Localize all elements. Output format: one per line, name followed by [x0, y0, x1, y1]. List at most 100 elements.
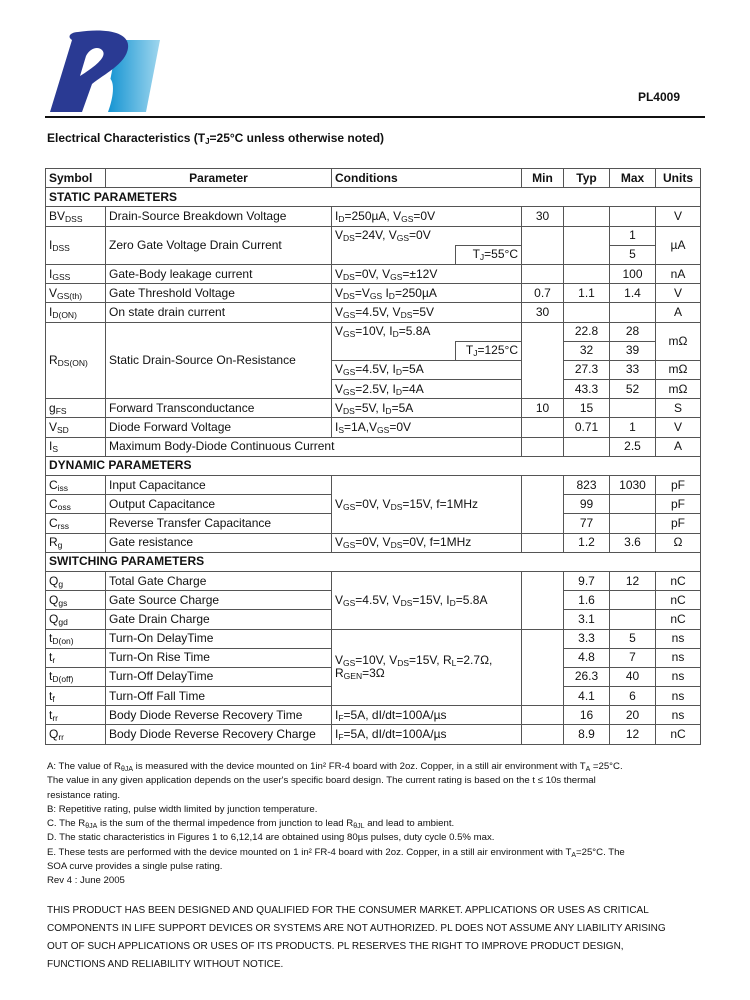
units-cell: Ω — [655, 532, 701, 553]
section-title: Electrical Characteristics (TJ=25°C unle… — [47, 131, 385, 146]
max-cell: 100 — [609, 263, 656, 285]
min-cell: 10 — [521, 398, 564, 419]
subscript-text: DS — [400, 309, 413, 320]
text-segment: T — [465, 343, 474, 358]
text-segment: I — [335, 420, 339, 435]
symbol-cell: RDS(ON) — [45, 321, 106, 400]
units-cell: ns — [655, 686, 701, 707]
min-cell — [521, 532, 564, 553]
table-row: tf Turn-Off Fall Time 4.1 6 ns — [45, 686, 701, 707]
conditions-cell: ID=250µA, VGS=0V — [331, 206, 522, 227]
min-cell — [521, 417, 564, 438]
text-segment: Q — [49, 727, 59, 742]
text-segment: =0V — [409, 228, 431, 243]
subscript-text: D(off) — [52, 674, 74, 685]
units-cell: µA — [655, 225, 701, 265]
units-cell: V — [655, 417, 701, 438]
text-segment: =0V — [413, 208, 436, 223]
typ-cell: 16 — [563, 705, 610, 726]
note-a: A: The value of RθJA is measured with th… — [47, 760, 707, 774]
parameter-cell: Turn-Off DelayTime — [105, 666, 332, 688]
subscript-text: DSS — [65, 213, 83, 224]
symbol-cell: tD(off) — [45, 666, 106, 688]
subscript-text: L — [451, 658, 457, 669]
units-cell: ns — [655, 666, 701, 688]
units-cell: S — [655, 398, 701, 419]
header-min: Min — [521, 167, 564, 189]
parameter-cell: Turn-On Rise Time — [105, 647, 332, 668]
subscript-text: GS — [343, 309, 356, 320]
typ-cell: 43.3 — [563, 379, 610, 400]
text-segment: =4A — [402, 381, 424, 396]
section-static: STATIC PARAMETERS — [45, 187, 701, 208]
subscript-text: A — [585, 766, 591, 773]
text-segment: I — [335, 208, 339, 223]
typ-cell — [563, 206, 610, 227]
text-segment: =250µA, V — [344, 208, 402, 223]
table-row: IS Maximum Body-Diode Continuous Current… — [45, 436, 701, 457]
subscript-text: D — [338, 213, 345, 224]
note-a-line2: The value in any given application depen… — [47, 775, 596, 787]
disclaimer-line: THIS PRODUCT HAS BEEN DESIGNED AND QUALI… — [47, 905, 649, 916]
typ-cell: 823 — [563, 474, 610, 496]
disclaimer-line: COMPONENTS IN LIFE SUPPORT DEVICES OR SY… — [47, 923, 666, 934]
parameter-cell: Reverse Transfer Capacitance — [105, 513, 332, 534]
max-cell: 7 — [609, 647, 656, 668]
typ-cell: 9.7 — [563, 570, 610, 592]
table-row: tD(on) Turn-On DelayTime VGS=10V, VDS=15… — [45, 628, 701, 707]
table-row: Rg Gate resistance VGS=0V, VDS=0V, f=1MH… — [45, 532, 701, 553]
text-segment: Q — [49, 573, 59, 588]
text-segment: =15V, f=1MHz — [402, 496, 478, 511]
text-segment: E. These tests are performed with the de… — [47, 846, 572, 858]
text-segment: I — [382, 285, 389, 300]
min-cell — [521, 628, 564, 707]
subscript-text: DS — [397, 658, 410, 669]
symbol-cell: tf — [45, 686, 106, 707]
conditions-cell: VGS=4.5V, VDS=15V, ID=5.8A — [331, 570, 522, 630]
text-segment: Q — [49, 611, 59, 626]
text-segment: =25°C. — [590, 761, 623, 772]
text-segment: t — [49, 688, 53, 703]
subscript-text: S — [52, 444, 59, 455]
table-row: VGS=4.5V, ID=5A 27.3 33 mΩ — [46, 359, 701, 381]
text-segment: =5.8A — [398, 324, 431, 339]
symbol-cell: IDSS — [45, 225, 106, 265]
header-parameter: Parameter — [105, 167, 332, 189]
conditions-cell: IF=5A, dI/dt=100A/µs — [331, 724, 522, 745]
section-dynamic: DYNAMIC PARAMETERS — [45, 455, 701, 477]
subscript-text: D — [388, 290, 395, 301]
parameter-cell: Turn-Off Fall Time — [105, 686, 332, 707]
text-segment: I — [49, 304, 53, 319]
table-row: Crss Reverse Transfer Capacitance 77 pF — [45, 513, 701, 534]
part-number: PL4009 — [637, 90, 680, 104]
units-cell: pF — [655, 494, 701, 515]
subscript-text: gs — [58, 597, 68, 608]
max-cell — [609, 302, 656, 323]
typ-cell: 1.6 — [563, 590, 610, 611]
typ-cell: 99 — [563, 494, 610, 515]
min-cell — [521, 436, 564, 457]
text-segment: =55°C — [484, 247, 518, 262]
text-segment: =4.5V, V — [355, 592, 401, 607]
text-segment: =250µA — [394, 285, 437, 300]
subscript-text: g — [57, 540, 63, 551]
text-segment: V — [335, 592, 344, 607]
symbol-cell: tr — [45, 647, 106, 668]
typ-cell: 1.1 — [563, 283, 610, 304]
typ-cell — [563, 436, 610, 457]
text-segment: =24V, V — [354, 228, 397, 243]
min-cell — [521, 321, 564, 400]
max-cell: 6 — [609, 686, 656, 707]
subscript-text: A — [571, 851, 577, 859]
parameter-cell: Input Capacitance — [105, 474, 332, 496]
table-row: VSD Diode Forward Voltage IS=1A,VGS=0V 0… — [45, 417, 701, 438]
subscript-text: iss — [57, 482, 69, 493]
parameter-cell: Maximum Body-Diode Continuous Current — [105, 436, 522, 457]
text-segment: t — [49, 707, 53, 722]
text-segment: t — [49, 631, 53, 646]
typ-cell: 77 — [563, 513, 610, 534]
parameter-cell: Body Diode Reverse Recovery Charge — [105, 724, 332, 745]
max-cell: 1030 — [609, 474, 656, 496]
parameter-cell: Output Capacitance — [105, 494, 332, 515]
